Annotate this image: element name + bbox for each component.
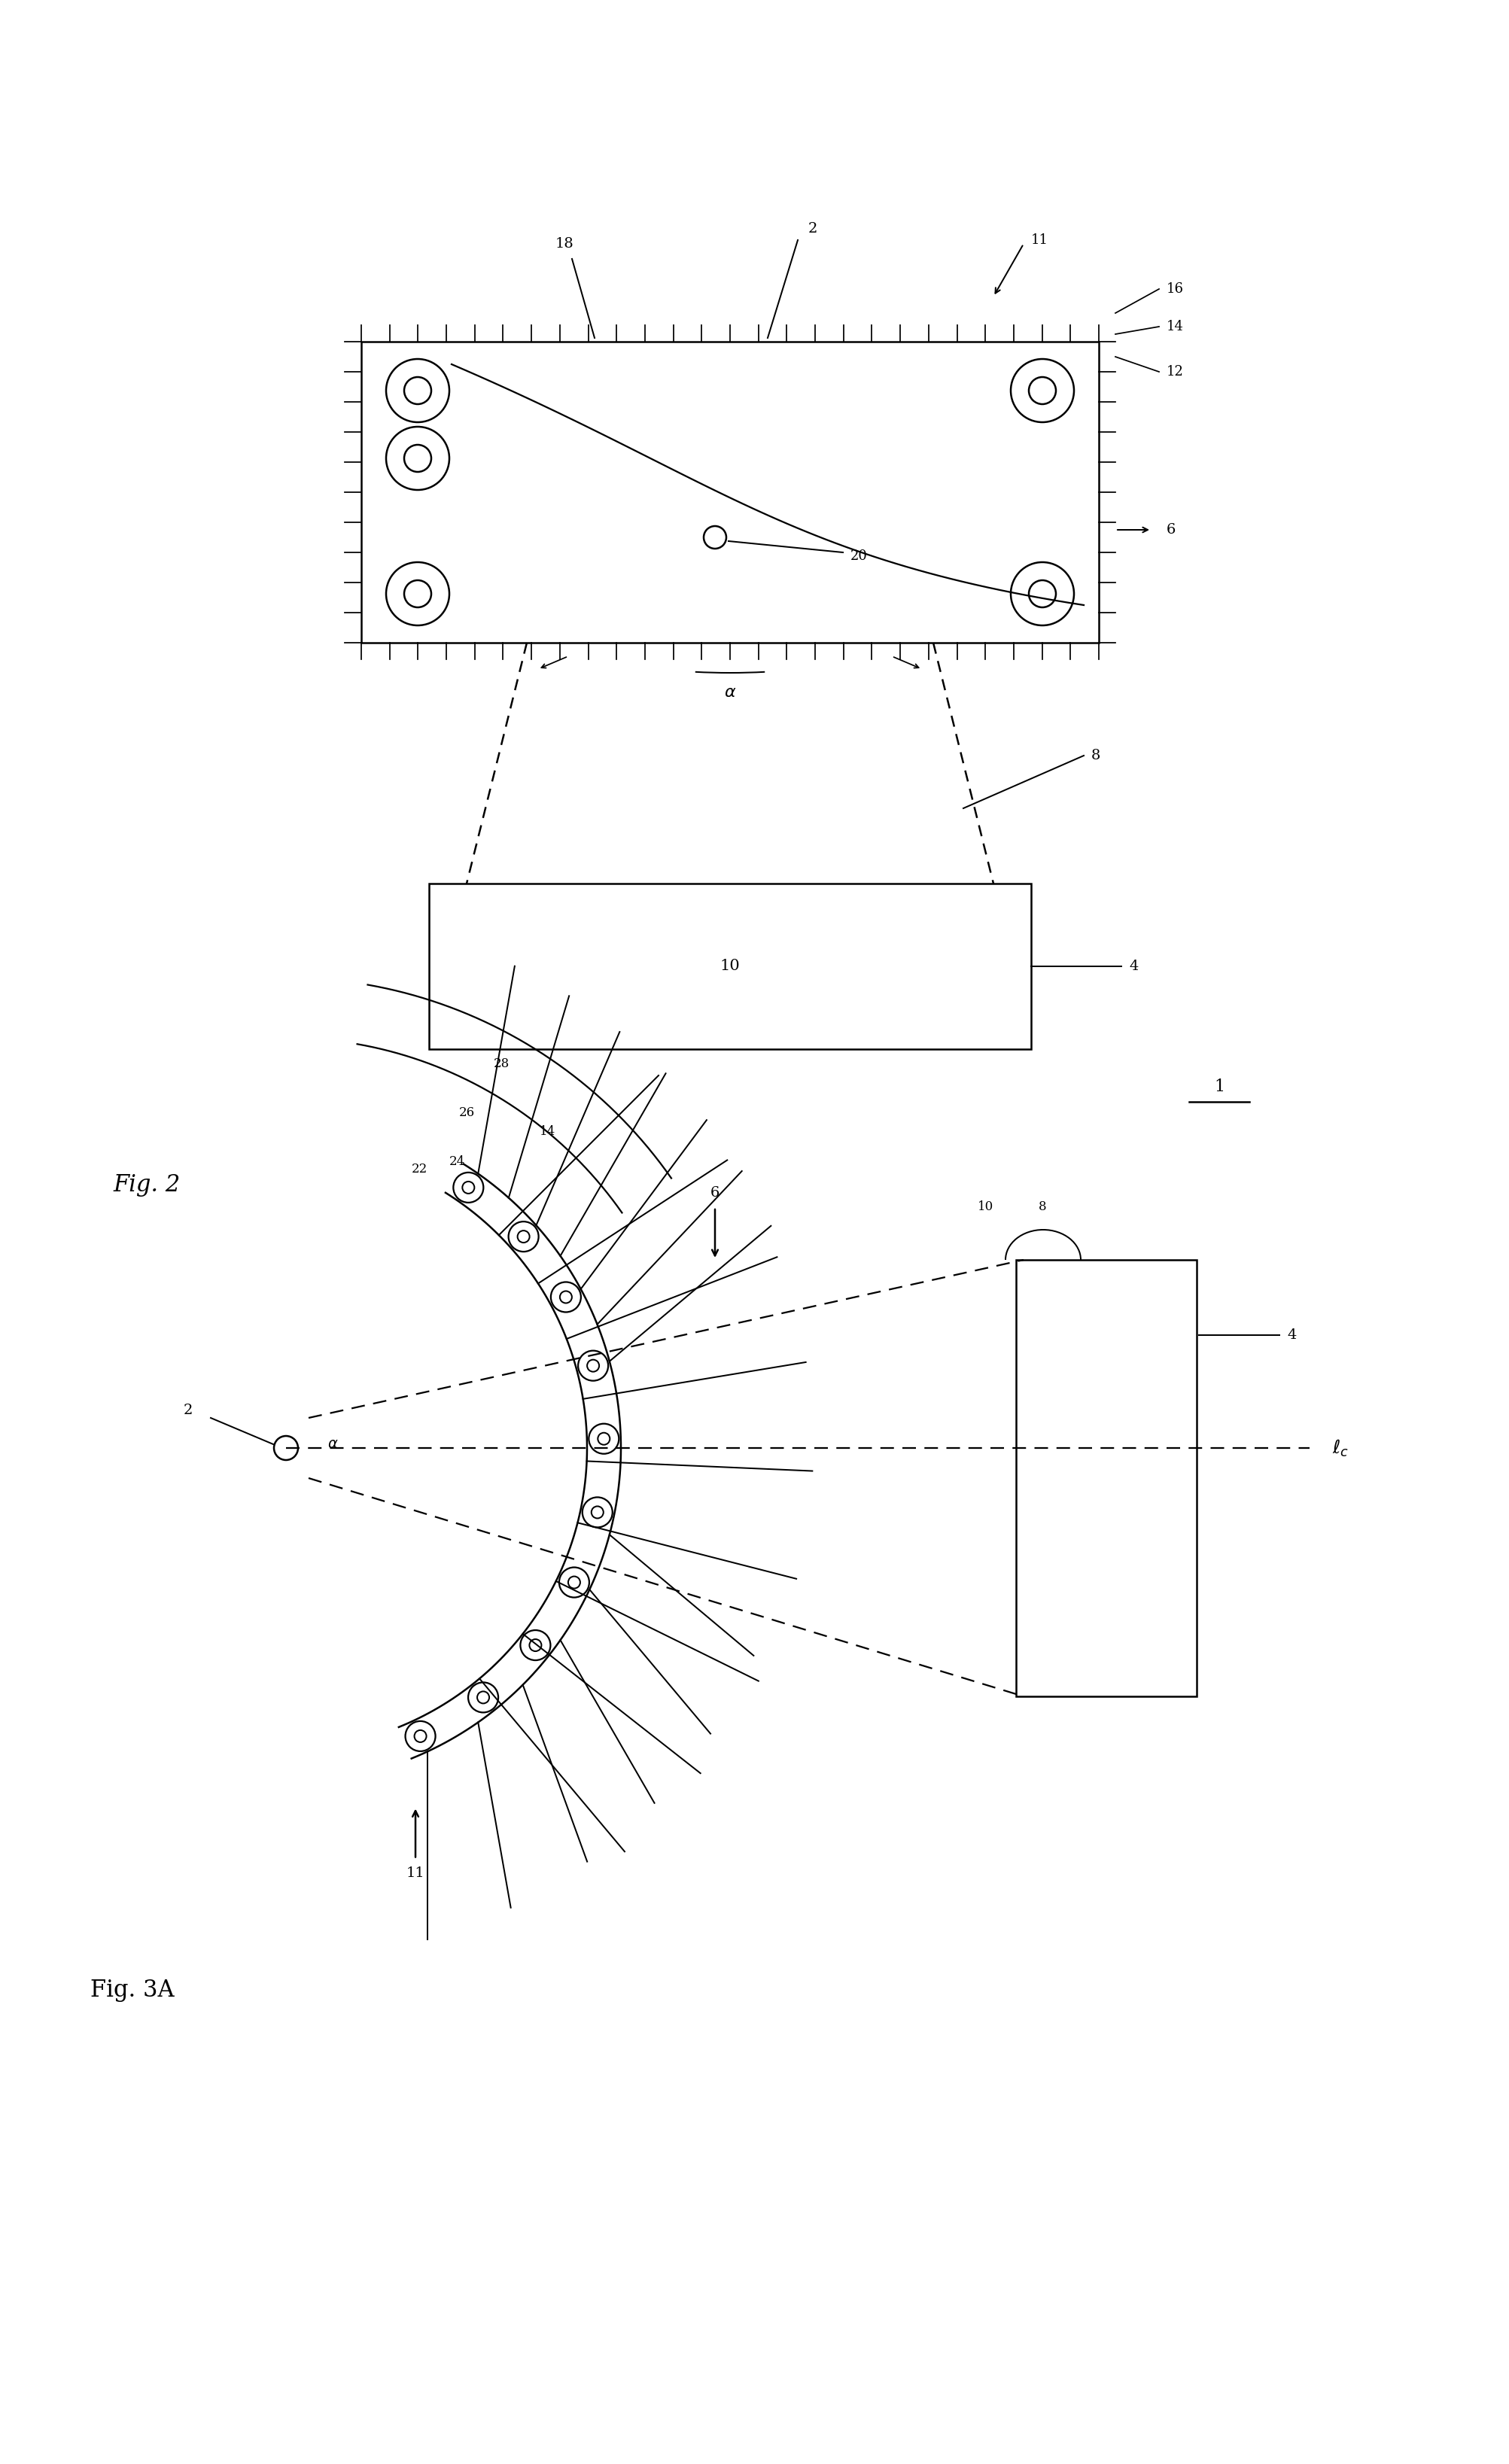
Circle shape <box>386 426 450 490</box>
Text: 20: 20 <box>850 549 868 562</box>
Text: 14: 14 <box>539 1126 555 1138</box>
Text: 1: 1 <box>1213 1079 1224 1094</box>
Circle shape <box>462 1183 474 1193</box>
Circle shape <box>1010 562 1073 626</box>
Text: 18: 18 <box>555 237 573 251</box>
Text: 2: 2 <box>184 1404 193 1417</box>
Text: 10: 10 <box>976 1200 993 1215</box>
Circle shape <box>386 562 450 626</box>
Text: 14: 14 <box>1166 320 1183 333</box>
Text: 12: 12 <box>1166 365 1183 379</box>
Text: 8: 8 <box>1038 1200 1046 1215</box>
Circle shape <box>598 1432 610 1444</box>
Circle shape <box>703 527 726 549</box>
Circle shape <box>413 1730 426 1742</box>
Polygon shape <box>1016 1259 1197 1695</box>
Circle shape <box>560 1291 572 1303</box>
Text: 4: 4 <box>1129 958 1138 973</box>
Circle shape <box>273 1437 297 1461</box>
Text: 4: 4 <box>1286 1328 1296 1343</box>
Circle shape <box>404 1722 435 1752</box>
Circle shape <box>578 1350 608 1380</box>
Text: $\ell_c$: $\ell_c$ <box>1331 1439 1348 1459</box>
Circle shape <box>592 1506 604 1518</box>
Circle shape <box>521 1631 551 1661</box>
Circle shape <box>509 1222 539 1252</box>
Text: 10: 10 <box>720 958 739 973</box>
Circle shape <box>404 446 432 473</box>
Text: Fig. 2: Fig. 2 <box>113 1173 180 1195</box>
Circle shape <box>551 1281 581 1313</box>
Circle shape <box>404 579 432 606</box>
Text: 26: 26 <box>459 1106 475 1119</box>
Text: 8: 8 <box>1091 749 1100 761</box>
Circle shape <box>477 1690 489 1703</box>
Text: $\alpha$: $\alpha$ <box>327 1437 338 1451</box>
Circle shape <box>404 377 432 404</box>
Text: 6: 6 <box>1166 522 1176 537</box>
Text: 28: 28 <box>493 1057 509 1069</box>
Circle shape <box>468 1683 498 1712</box>
Circle shape <box>530 1639 542 1651</box>
Text: Fig. 3A: Fig. 3A <box>91 1979 174 2001</box>
Circle shape <box>587 1360 599 1372</box>
Circle shape <box>558 1567 589 1597</box>
Text: $\alpha$: $\alpha$ <box>723 685 736 700</box>
Text: 16: 16 <box>1166 283 1183 296</box>
Circle shape <box>453 1173 483 1202</box>
Text: 6: 6 <box>709 1185 720 1200</box>
Circle shape <box>1010 360 1073 421</box>
Text: 2: 2 <box>807 222 816 237</box>
Circle shape <box>1028 579 1055 606</box>
Circle shape <box>518 1230 530 1242</box>
Text: 24: 24 <box>448 1156 465 1168</box>
Text: 11: 11 <box>1031 234 1047 246</box>
Circle shape <box>1028 377 1055 404</box>
Circle shape <box>589 1424 619 1454</box>
Circle shape <box>567 1577 579 1589</box>
Circle shape <box>582 1498 613 1528</box>
Circle shape <box>386 360 450 421</box>
Text: 11: 11 <box>406 1868 424 1880</box>
Polygon shape <box>429 885 1031 1050</box>
Text: 22: 22 <box>410 1163 427 1175</box>
